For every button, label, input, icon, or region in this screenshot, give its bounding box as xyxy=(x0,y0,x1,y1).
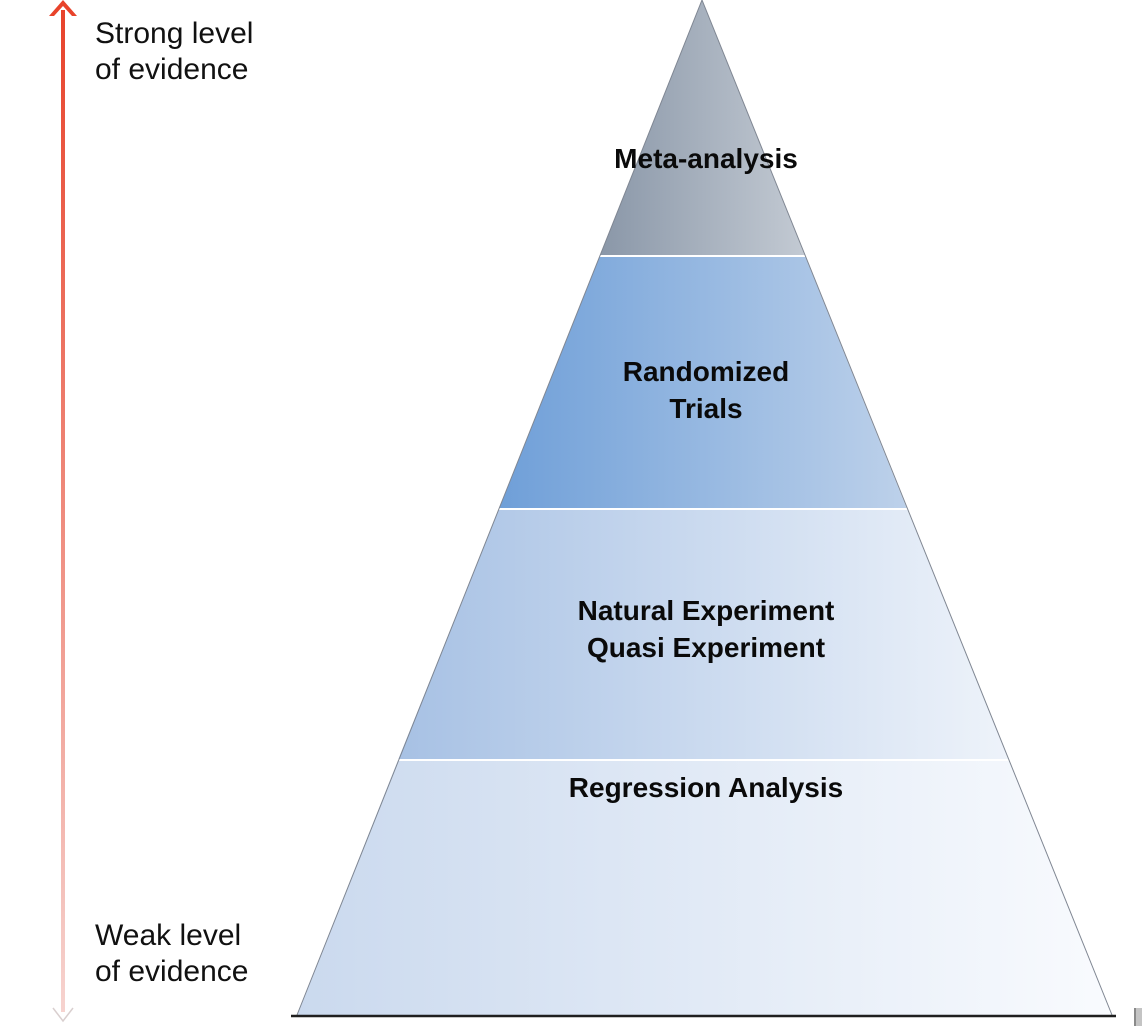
tier-label-meta-analysis: Meta-analysis xyxy=(496,140,916,177)
evidence-arrow-shaft xyxy=(61,10,65,1012)
cropped-corner-element xyxy=(1134,1008,1142,1026)
tier-label-line: Meta-analysis xyxy=(614,143,798,174)
tier-label-line: Trials xyxy=(669,393,743,424)
strong-evidence-label-line-1: Strong level xyxy=(95,17,254,50)
pyramid xyxy=(291,0,1116,1018)
strong-evidence-label-line-2: of evidence xyxy=(95,53,249,86)
weak-evidence-label: Weak level of evidence xyxy=(95,918,248,990)
strong-evidence-label: Strong level of evidence xyxy=(95,16,253,88)
arrow-up-icon xyxy=(49,0,77,16)
tier-label-line: Regression Analysis xyxy=(568,772,844,803)
evidence-arrow xyxy=(49,0,77,1023)
tier-label-line: Quasi Experiment xyxy=(586,632,826,663)
tier-label-line: Randomized xyxy=(622,356,790,387)
tier-meta-analysis xyxy=(600,0,805,256)
tier-label-natural-quasi-experiment: Natural Experiment Quasi Experiment xyxy=(496,592,916,666)
tier-label-randomized-trials: Randomized Trials xyxy=(496,353,916,427)
tier-label-line: Natural Experiment xyxy=(577,595,835,626)
weak-evidence-label-line-2: of evidence xyxy=(95,955,249,988)
tier-regression-analysis xyxy=(297,760,1112,1015)
pyramid-left-edge xyxy=(296,0,703,1016)
tier-natural-quasi-experiment xyxy=(398,509,1009,760)
arrow-down-icon xyxy=(52,1007,74,1023)
weak-evidence-label-line-1: Weak level xyxy=(95,919,242,952)
tier-randomized-trials xyxy=(499,256,907,509)
pyramid-right-edge xyxy=(701,0,1113,1016)
tier-label-regression-analysis: Regression Analysis xyxy=(496,769,916,806)
